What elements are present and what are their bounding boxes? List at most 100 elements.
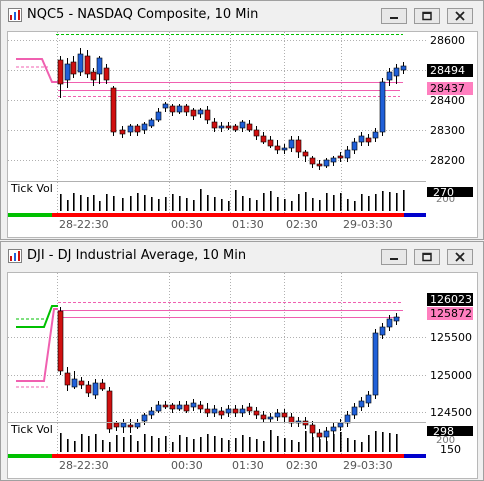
volume-bar: [396, 193, 398, 211]
volume-bar: [235, 190, 237, 211]
candlestick: [103, 64, 110, 84]
last-price-label: 28494: [430, 64, 465, 77]
candlestick: [183, 104, 190, 116]
volume-bar: [340, 432, 342, 452]
candlestick: [204, 106, 211, 124]
volume-bar: [60, 433, 62, 452]
volume-bar: [137, 441, 139, 452]
candlestick: [190, 108, 197, 120]
candlestick: [253, 126, 260, 140]
y-tick: 28400: [430, 94, 465, 107]
titlebar[interactable]: NQC5 - NASDAQ Composite, 10 Min: [1, 1, 483, 29]
volume-bar: [74, 441, 76, 452]
close-button[interactable]: [447, 249, 473, 265]
time-label: 02:30: [286, 218, 318, 231]
session-strip-blue: [404, 213, 426, 217]
volume-bar: [382, 191, 384, 211]
candlestick: [309, 421, 316, 437]
candlestick: [218, 122, 225, 132]
candlestick: [57, 307, 64, 375]
candlestick: [155, 401, 162, 413]
volume-bar: [81, 434, 83, 452]
candlestick: [379, 323, 386, 339]
candlestick: [232, 405, 239, 417]
volume-bar: [319, 439, 321, 452]
volume-bar: [277, 436, 279, 452]
volume-bar: [113, 196, 115, 211]
volume-bar: [186, 198, 188, 211]
session-strip-green: [8, 454, 52, 458]
candlestick: [183, 401, 190, 413]
candlestick: [77, 48, 84, 76]
volume-label: Tick Vol: [10, 423, 53, 436]
volume-bar: [326, 441, 328, 452]
close-button[interactable]: [447, 8, 473, 24]
volume-bar: [158, 438, 160, 452]
volume-badge: [427, 187, 473, 197]
candlestick: [127, 419, 134, 433]
y-tick: 28600: [430, 34, 465, 47]
volume-bar: [347, 199, 349, 211]
chart-svg[interactable]: Tick Vol 28-22:30 00:30 01:30 02:30 29-0…: [8, 273, 477, 478]
restore-button[interactable]: [414, 8, 440, 24]
minimize-button[interactable]: [381, 249, 407, 265]
y-tick: 125500: [430, 331, 472, 344]
volume-bar: [347, 438, 349, 452]
chart-area[interactable]: Tick Vol 28-22:30 00:30 01:30 02:30 29-0…: [7, 272, 478, 479]
volume-bar: [263, 193, 265, 211]
time-label: 28-22:30: [59, 218, 109, 231]
candlestick: [316, 160, 323, 170]
volume-bar: [270, 191, 272, 211]
volume-bar: [165, 436, 167, 452]
volume-bar: [151, 197, 153, 211]
volume-bar: [95, 434, 97, 452]
candlestick: [120, 419, 127, 433]
candlestick: [162, 401, 169, 409]
window-title: DJI - DJ Industrial Average, 10 Min: [27, 248, 247, 263]
volume-bar: [361, 194, 363, 211]
candlestick: [400, 62, 407, 74]
candlestick: [260, 411, 267, 423]
titlebar[interactable]: DJI - DJ Industrial Average, 10 Min: [1, 242, 483, 270]
candlestick: [267, 136, 274, 148]
volume-bar: [137, 193, 139, 211]
reference-price-label: 28437: [430, 82, 465, 95]
candlestick: [148, 407, 155, 419]
candlestick: [302, 150, 309, 162]
candlestick: [323, 427, 330, 441]
candlestick: [90, 68, 97, 86]
last-price-label: 126023: [430, 293, 472, 306]
volume-bar: [122, 198, 124, 211]
volume-bar: [389, 433, 391, 452]
candlestick: [281, 409, 288, 423]
volume-bar: [130, 196, 132, 211]
minimize-icon: [390, 258, 398, 260]
chart-area[interactable]: Tick Vol 28-22:30 00:30 01:30 02:30 29-0…: [7, 31, 478, 238]
minimize-button[interactable]: [381, 8, 407, 24]
volume-bar: [228, 440, 230, 452]
candlestick: [309, 156, 316, 168]
volume-bar: [354, 440, 356, 452]
candlestick: [358, 132, 365, 146]
volume-bar: [172, 194, 174, 211]
volume-bar: [109, 442, 111, 452]
volume-bar: [389, 192, 391, 211]
restore-button[interactable]: [414, 249, 440, 265]
candlestick: [211, 118, 218, 132]
volume-bar: [382, 432, 384, 452]
volume-badge-label: 270: [433, 186, 454, 199]
volume-bar: [396, 434, 398, 452]
candlestick: [211, 405, 218, 417]
volume-bar: [80, 195, 82, 211]
reference-price-badge: [427, 307, 473, 320]
volume-bar: [249, 198, 251, 211]
volume-bar: [99, 201, 101, 211]
volume-bar: [221, 199, 223, 211]
candlestick: [99, 379, 106, 391]
candlestick: [225, 122, 232, 130]
session-strip-blue: [404, 454, 426, 458]
chart-svg[interactable]: Tick Vol 28-22:30 00:30 01:30 02:30 29-0…: [8, 32, 477, 237]
volume-bar: [291, 201, 293, 211]
volume-bar: [249, 437, 251, 452]
candlestick: [337, 152, 344, 162]
